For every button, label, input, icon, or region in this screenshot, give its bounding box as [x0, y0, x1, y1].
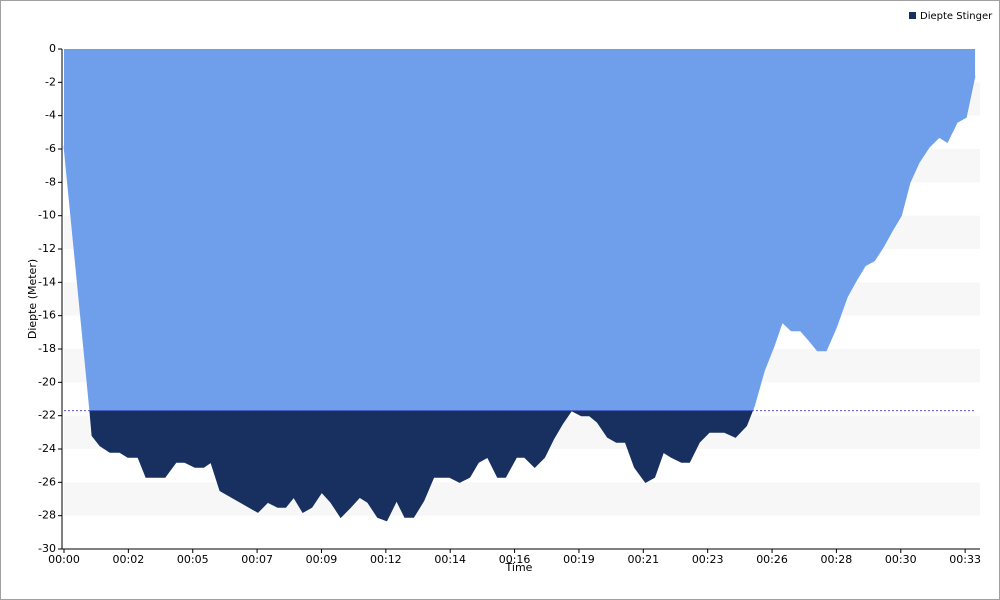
y-tick-label: -26 — [38, 475, 56, 488]
y-tick-label: -14 — [38, 275, 56, 288]
x-axis-label: Time — [505, 561, 533, 574]
x-tick-label: 00:21 — [627, 553, 659, 566]
x-tick-label: 00:26 — [756, 553, 788, 566]
y-tick-label: -8 — [45, 175, 56, 188]
area-edge — [63, 75, 976, 522]
x-tick-label: 00:23 — [692, 553, 724, 566]
y-tick-label: -4 — [45, 109, 56, 122]
y-tick-label: -12 — [38, 242, 56, 255]
y-tick-label: 0 — [49, 42, 56, 55]
y-tick-label: -22 — [38, 409, 56, 422]
x-tick-label: 00:30 — [885, 553, 917, 566]
band-stripe — [64, 482, 980, 516]
y-tick-label: -30 — [38, 542, 56, 555]
x-tick-label: 00:05 — [177, 553, 209, 566]
x-tick-label: 00:16 — [499, 553, 531, 566]
y-tick-label: -16 — [38, 309, 56, 322]
y-tick-label: -18 — [38, 342, 56, 355]
x-tick-label: 00:14 — [434, 553, 466, 566]
x-tick-label: 00:09 — [306, 553, 338, 566]
area-fill — [64, 49, 976, 521]
legend-label: Diepte Stinger — [920, 11, 993, 22]
y-tick-label: -20 — [38, 375, 56, 388]
legend-swatch — [909, 12, 916, 19]
y-tick-label: -24 — [38, 442, 56, 455]
x-tick-label: 00:19 — [563, 553, 595, 566]
y-tick-label: -2 — [45, 75, 56, 88]
y-tick-label: -28 — [38, 509, 56, 522]
y-axis-label: Diepte (Meter) — [26, 259, 39, 339]
x-tick-label: 00:02 — [113, 553, 145, 566]
x-tick-label: 00:28 — [821, 553, 853, 566]
x-tick-label: 00:00 — [48, 553, 80, 566]
y-tick-label: -6 — [45, 142, 56, 155]
x-tick-label: 00:07 — [241, 553, 273, 566]
x-tick-label: 00:33 — [949, 553, 981, 566]
x-tick-label: 00:12 — [370, 553, 402, 566]
y-tick-label: -10 — [38, 209, 56, 222]
